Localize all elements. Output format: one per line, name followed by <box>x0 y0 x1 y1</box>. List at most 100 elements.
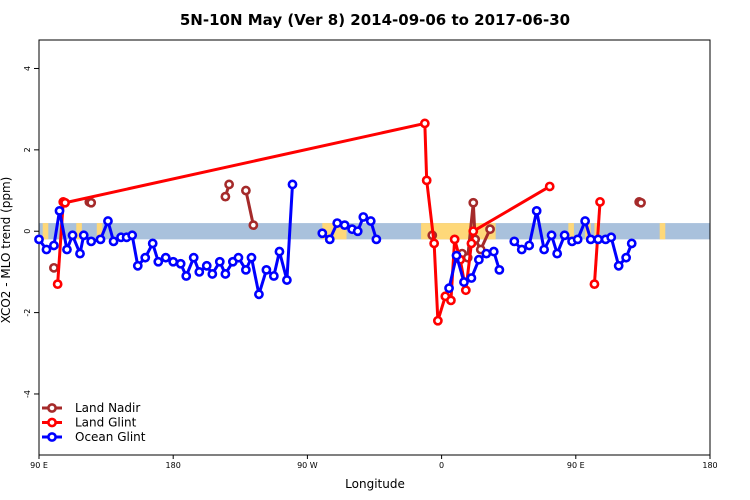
ocean-glint-point-15 <box>132 260 143 271</box>
land-nadir-point-10 <box>468 197 479 208</box>
ocean-glint-point-41 <box>332 218 343 228</box>
ocean-glint-point-59 <box>531 205 542 216</box>
ocean-glint-point-16 <box>140 252 151 263</box>
ocean-glint-point-42 <box>339 220 350 231</box>
ocean-glint-point-57 <box>516 244 527 255</box>
ocean-glint-point-52 <box>473 254 484 265</box>
y-tick-label-3: 2 <box>23 147 32 152</box>
x-tick-label-0: 90 E <box>30 461 48 470</box>
ocean-glint-point-35 <box>268 271 279 281</box>
ocean-glint-point-25 <box>201 260 212 271</box>
y-tick-label-1: -2 <box>23 309 32 317</box>
ocean-glint-point-37 <box>281 275 292 285</box>
ocean-glint-point-0 <box>34 234 44 245</box>
land-band-8 <box>659 223 666 240</box>
x-tick-label-3: 0 <box>439 461 444 470</box>
land-nadir-point-13 <box>485 224 495 235</box>
ocean-glint-point-62 <box>552 248 563 259</box>
ocean-glint-point-60 <box>539 244 550 255</box>
ocean-glint-point-56 <box>509 236 520 247</box>
ocean-glint-point-31 <box>240 264 251 275</box>
ocean-glint-point-58 <box>524 240 535 251</box>
ocean-glint-point-45 <box>358 212 369 222</box>
ocean-glint-point-49 <box>451 250 462 261</box>
ocean-glint-point-53 <box>481 248 492 259</box>
ocean-glint-point-46 <box>365 216 376 226</box>
ocean-glint-point-26 <box>207 269 218 279</box>
y-tick-label-4: 4 <box>23 66 32 71</box>
ocean-glint-point-63 <box>559 230 570 241</box>
legend-ocean-glint-marker <box>47 432 57 442</box>
ocean-glint-point-54 <box>488 246 499 257</box>
ocean-glint-point-71 <box>613 260 624 271</box>
plot-area: -4 -2 0 2 4 90 E 180 90 W 0 90 E 180 Land NadirLand… <box>23 39 718 470</box>
ocean-glint-point-55 <box>494 264 505 275</box>
ocean-glint-point-39 <box>317 228 328 239</box>
legend-land-glint-label: Land Glint <box>75 416 137 430</box>
ocean-glint-point-48 <box>444 283 454 294</box>
land-band-1 <box>76 223 82 240</box>
land-glint-point-9 <box>449 234 460 245</box>
ocean-glint-point-38 <box>287 179 298 190</box>
land-glint-point-11 <box>460 285 471 296</box>
ocean-glint-point-5 <box>67 230 78 241</box>
land-glint-point-2 <box>60 197 70 208</box>
ocean-glint-point-27 <box>214 256 225 267</box>
land-glint-point-5 <box>429 238 440 249</box>
legend-land-glint-marker <box>47 417 57 428</box>
ocean-glint-point-21 <box>175 258 186 269</box>
land-nadir-line-3 <box>244 190 255 226</box>
x-tick-label-4: 90 E <box>567 461 585 470</box>
ocean-glint-point-68 <box>593 234 604 245</box>
ocean-glint-point-7 <box>78 230 89 241</box>
land-glint-line-1 <box>64 121 551 323</box>
y-tick-label-2: 0 <box>23 229 32 234</box>
ocean-glint-point-18 <box>153 256 164 267</box>
ocean-glint-point-33 <box>254 289 264 300</box>
y-axis-label: XCO2 - MLO trend (ppm) <box>0 177 13 324</box>
legend-land-nadir-label: Land Nadir <box>75 401 140 415</box>
ocean-glint-point-50 <box>459 277 469 287</box>
ocean-glint-point-23 <box>188 252 199 263</box>
ocean-glint-point-70 <box>606 232 617 243</box>
ocean-glint-point-36 <box>274 246 285 257</box>
ocean-glint-point-20 <box>168 256 179 267</box>
land-nadir-point-2 <box>86 197 97 208</box>
legend-ocean-glint-label: Ocean Glint <box>75 430 146 444</box>
land-band-5 <box>568 223 574 240</box>
land-glint-point-3 <box>419 118 430 129</box>
ocean-glint-point-66 <box>580 216 591 226</box>
ocean-glint-point-47 <box>371 234 382 245</box>
land-glint-line-0 <box>56 201 65 285</box>
ocean-glint-point-44 <box>352 226 363 237</box>
land-nadir-point-0 <box>49 262 59 273</box>
ocean-glint-point-2 <box>49 240 59 251</box>
ocean-glint-point-65 <box>572 234 583 245</box>
land-glint-point-6 <box>432 315 443 326</box>
land-glint-point-13 <box>468 226 479 237</box>
land-nadir-point-6 <box>248 220 259 231</box>
ocean-glint-point-19 <box>160 252 171 263</box>
ocean-glint-point-9 <box>95 234 106 245</box>
ocean-glint-point-10 <box>103 216 113 226</box>
ocean-glint-point-17 <box>147 238 158 249</box>
ocean-glint-point-11 <box>108 236 119 247</box>
ocean-glint-point-6 <box>75 248 85 259</box>
ocean-glint-point-8 <box>86 236 97 247</box>
x-tick-label-2: 90 W <box>297 461 318 470</box>
ocean-glint-point-14 <box>127 230 138 241</box>
ocean-glint-point-32 <box>246 252 257 263</box>
ocean-glint-point-73 <box>626 238 637 249</box>
land-band-2 <box>96 223 103 240</box>
ocean-glint-point-72 <box>621 252 632 263</box>
land-nadir-point-5 <box>240 185 251 196</box>
ocean-glint-point-51 <box>466 273 477 283</box>
ocean-glint-point-3 <box>54 205 65 216</box>
plot-frame <box>38 39 711 456</box>
ocean-glint-point-22 <box>181 271 192 281</box>
x-axis-label: Longitude <box>345 477 405 491</box>
ocean-glint-point-1 <box>41 244 52 255</box>
chart-title: 5N-10N May (Ver 8) 2014-09-06 to 2017-06… <box>180 11 570 29</box>
